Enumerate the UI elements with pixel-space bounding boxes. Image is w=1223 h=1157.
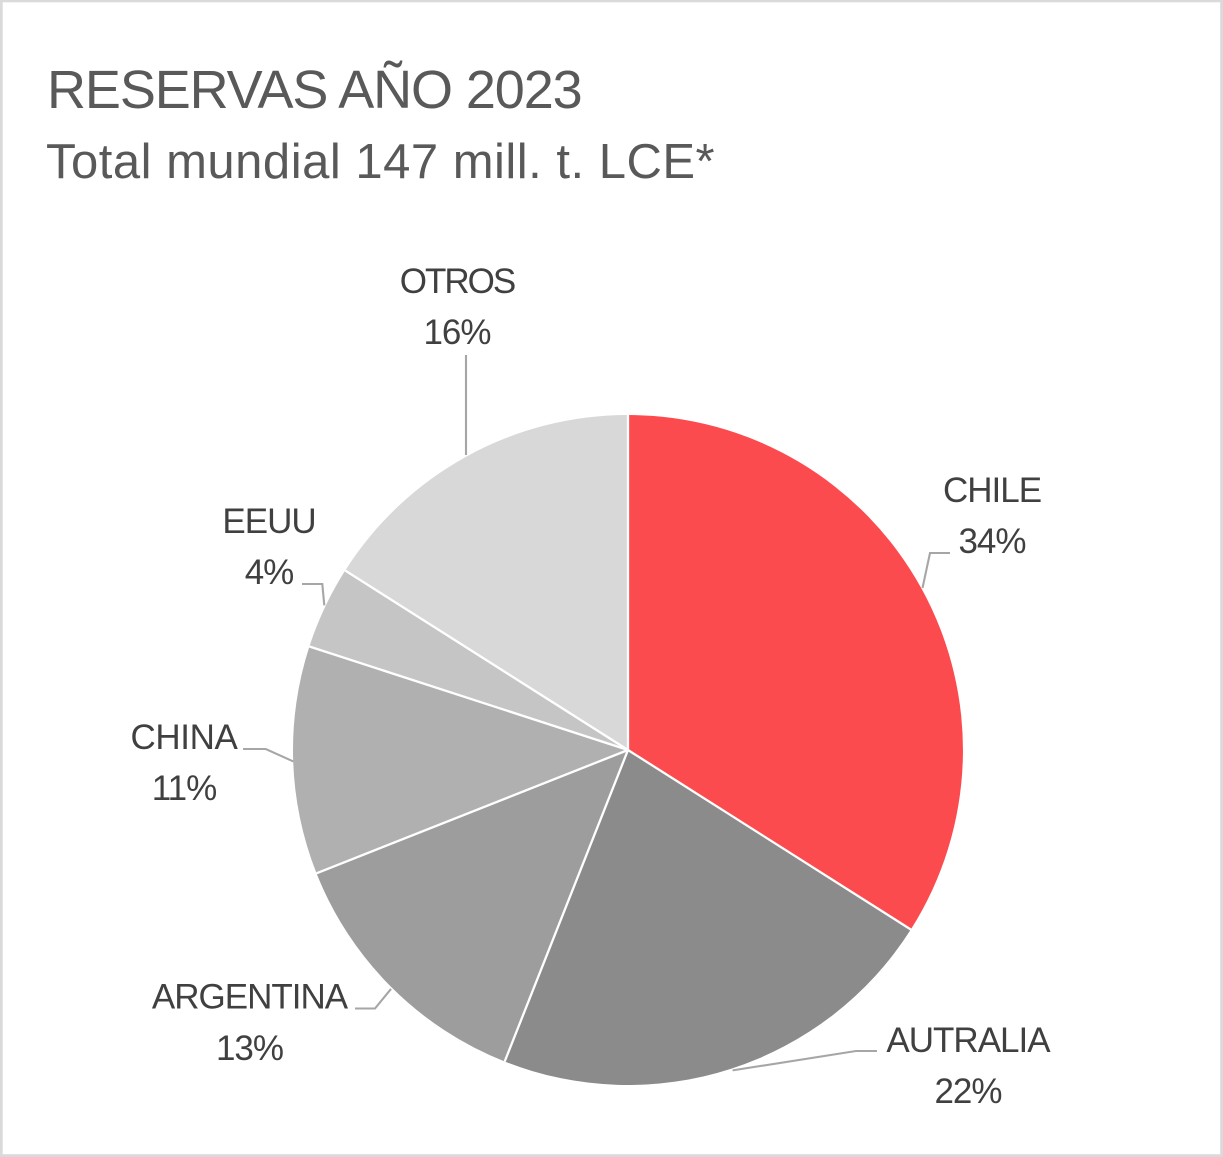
- svg-text:22%: 22%: [934, 1072, 1001, 1111]
- svg-text:EEUU: EEUU: [222, 502, 315, 541]
- svg-text:13%: 13%: [216, 1029, 283, 1068]
- svg-text:ARGENTINA: ARGENTINA: [152, 978, 349, 1017]
- svg-text:11%: 11%: [152, 769, 216, 808]
- svg-text:CHINA: CHINA: [131, 718, 239, 757]
- svg-text:AUTRALIA: AUTRALIA: [886, 1021, 1051, 1060]
- svg-text:CHILE: CHILE: [943, 471, 1041, 510]
- svg-text:34%: 34%: [958, 522, 1025, 561]
- svg-text:Total mundial 147 mill. t. LCE: Total mundial 147 mill. t. LCE*: [46, 135, 715, 189]
- svg-text:RESERVAS AÑO 2023: RESERVAS AÑO 2023: [47, 60, 582, 120]
- svg-text:OTROS: OTROS: [400, 262, 515, 301]
- svg-text:16%: 16%: [423, 313, 490, 352]
- svg-text:4%: 4%: [245, 553, 294, 592]
